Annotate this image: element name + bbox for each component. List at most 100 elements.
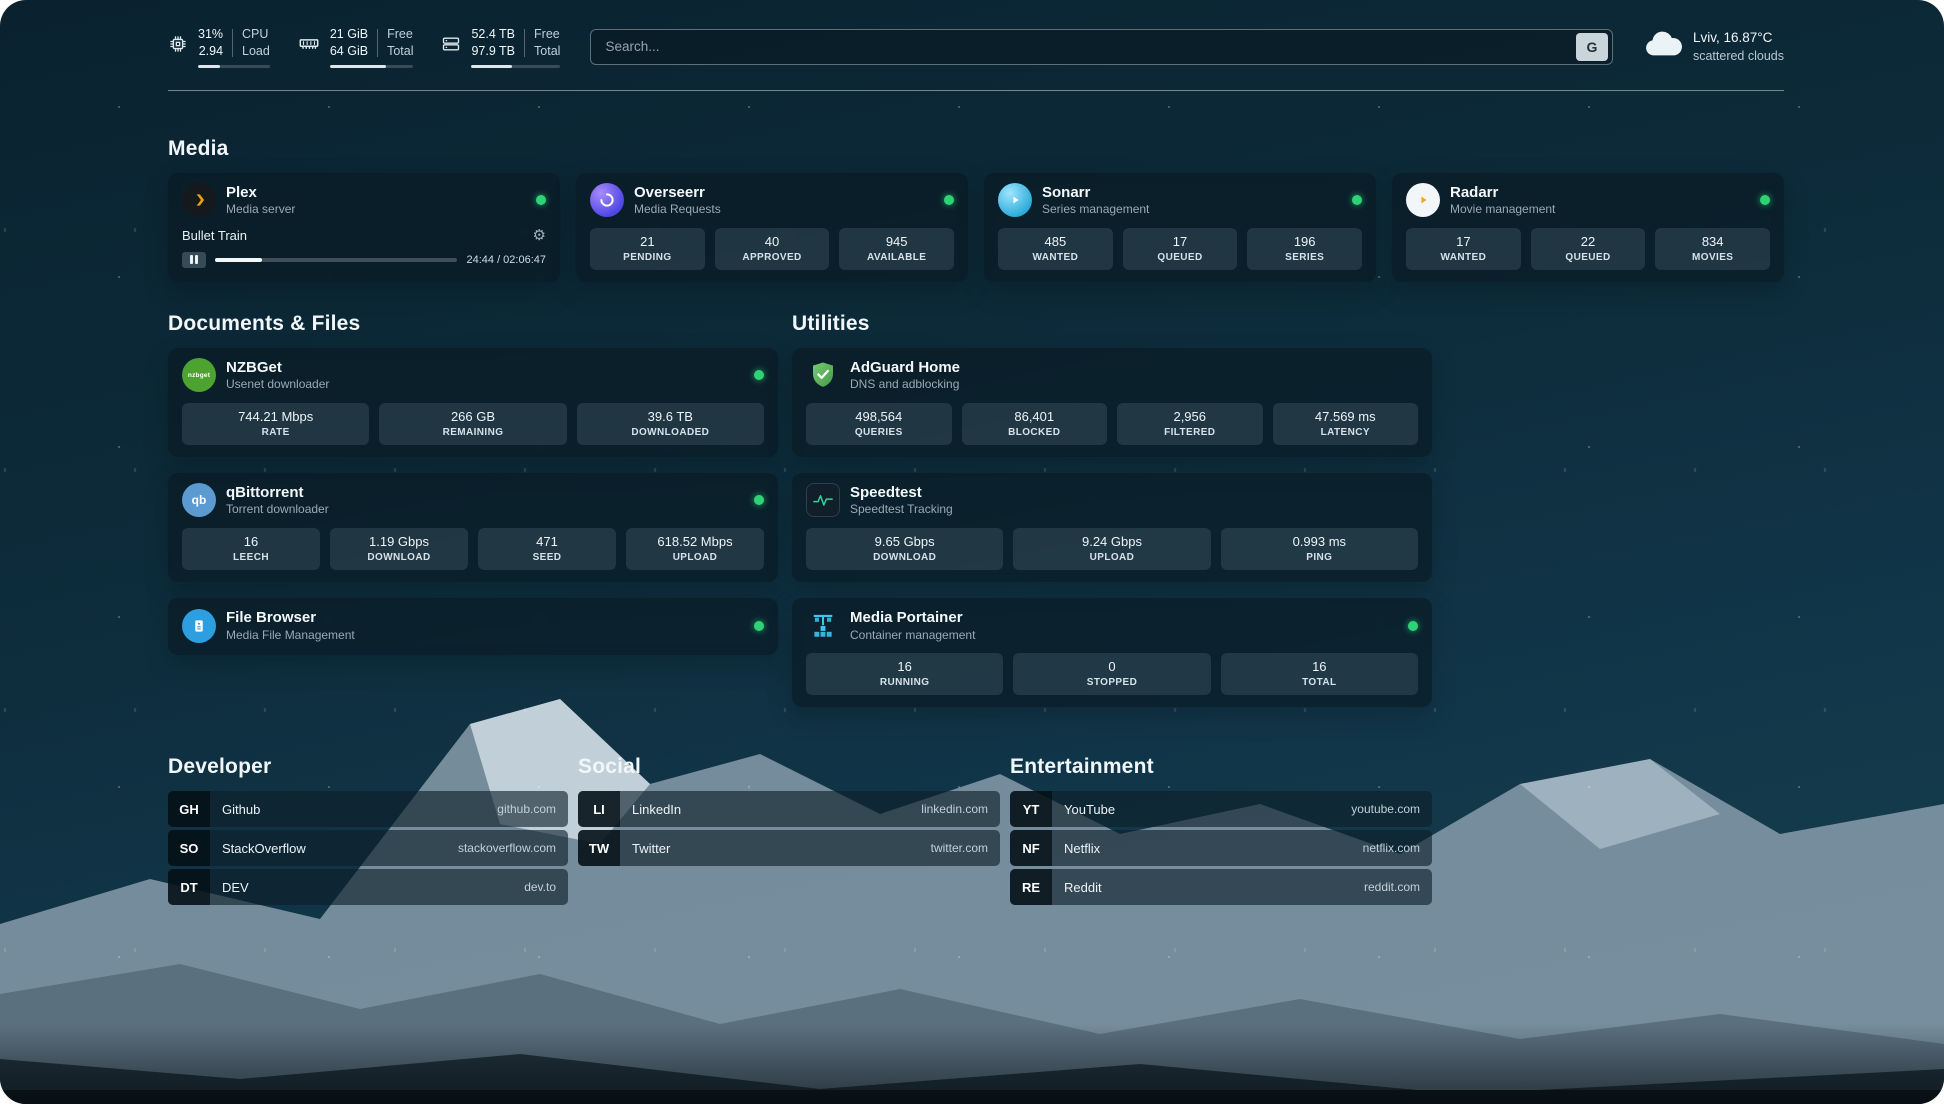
stat-label: UPLOAD [672, 552, 718, 564]
seek-bar[interactable] [215, 257, 458, 262]
stat-tile: 22 QUEUED [1530, 227, 1646, 270]
now-playing-title: Bullet Train [182, 227, 248, 243]
app-card-overseerr[interactable]: Overseerr Media Requests 21 PENDING 40 APP… [576, 172, 968, 282]
bookmark-name: Twitter [632, 840, 671, 856]
app-card-adguard-home[interactable]: AdGuard Home DNS and adblocking 498,564 Q… [792, 347, 1432, 457]
cpu-icon [168, 34, 188, 59]
storage-widget: 52.4 TB 97.9 TB Free Total [441, 26, 561, 68]
bookmark-group-developer: Developer GH Github github.com SO StackO… [168, 755, 568, 908]
stat-tile: 9.65 Gbps DOWNLOAD [806, 528, 1004, 571]
stat-label: PENDING [623, 251, 672, 263]
bookmark-url: youtube.com [1351, 802, 1420, 817]
stat-tile: 618.52 Mbps UPLOAD [626, 528, 764, 571]
stat-value: 2,956 [1173, 408, 1207, 424]
qbittorrent-icon: qb [182, 483, 216, 518]
bookmark-row-youtube[interactable]: YT YouTube youtube.com [1010, 791, 1432, 828]
section-title-documents: Documents & Files [168, 311, 361, 335]
stat-tile: 485 WANTED [998, 227, 1113, 270]
system-metrics: 31% 2.94 CPU Load [168, 26, 561, 68]
stat-tile: 2,956 FILTERED [1117, 402, 1263, 445]
stat-value: 16 [1312, 659, 1327, 675]
metric-divider [377, 28, 379, 57]
bookmark-row-netflix[interactable]: NF Netflix netflix.com [1010, 830, 1432, 867]
pause-button[interactable] [182, 251, 206, 268]
ram-icon [298, 33, 320, 60]
stat-value: 498,564 [855, 408, 903, 424]
app-card-filebrowser[interactable]: File Browser Media File Management [168, 598, 778, 656]
stat-value: 618.52 Mbps [657, 534, 733, 550]
bookmark-name: DEV [222, 879, 249, 895]
bookmark-row-dev[interactable]: DT DEV dev.to [168, 869, 568, 906]
weather-widget: Lviv, 16.87°C scattered clouds [1643, 29, 1784, 64]
bookmark-group-entertainment: Entertainment YT YouTube youtube.com NF … [1010, 755, 1432, 908]
stat-value: 0.993 ms [1292, 534, 1347, 550]
stat-label: SERIES [1285, 251, 1325, 263]
app-name: qBittorrent [226, 483, 304, 501]
app-card-nzbget[interactable]: nzbget NZBGet Usenet downloader 744.21 M… [168, 347, 778, 457]
cpu-load-label: Load [242, 43, 270, 58]
qbittorrent-logo-text: qb [191, 493, 207, 508]
bookmark-row-stackoverflow[interactable]: SO StackOverflow stackoverflow.com [168, 830, 568, 867]
stat-value: 21 [640, 233, 655, 249]
section-title-media: Media [168, 136, 229, 160]
bookmark-row-linkedin[interactable]: LI LinkedIn linkedin.com [578, 791, 1000, 828]
app-subtitle: Container management [850, 627, 976, 642]
bookmark-group-social: Social LI LinkedIn linkedin.com TW Twitt… [578, 755, 1000, 908]
section-utilities: Utilities Ad [792, 312, 1432, 708]
bookmark-row-reddit[interactable]: RE Reddit reddit.com [1010, 869, 1432, 906]
app-subtitle: Torrent downloader [226, 502, 329, 517]
cpu-usage-bar [198, 64, 270, 68]
nzbget-logo-text: nzbget [187, 371, 211, 379]
stat-value: 86,401 [1014, 408, 1055, 424]
stat-value: 39.6 TB [647, 408, 693, 424]
storage-free-value: 52.4 TB [471, 27, 516, 41]
stat-tile: 498,564 QUERIES [806, 402, 952, 445]
stat-value: 9.65 Gbps [874, 534, 935, 550]
gear-icon[interactable]: ⚙ [532, 226, 546, 244]
status-indicator [1760, 195, 1770, 206]
bookmark-name: Reddit [1064, 879, 1102, 895]
app-name: File Browser [226, 609, 317, 627]
stat-label: FILTERED [1164, 426, 1216, 438]
bookmark-name: Github [222, 801, 261, 817]
stat-tile: 47.569 ms LATENCY [1272, 402, 1418, 445]
memory-total-label: Total [387, 43, 414, 58]
app-name: Sonarr [1042, 183, 1091, 201]
app-card-sonarr[interactable]: Sonarr Series management 485 WANTED 17 QUE… [984, 172, 1376, 282]
bookmark-badge: GH [168, 791, 210, 828]
app-card-radarr[interactable]: Radarr Movie management 17 WANTED 22 QUEUE… [1392, 172, 1784, 282]
stat-label: UPLOAD [1089, 552, 1135, 564]
app-name: NZBGet [226, 358, 282, 376]
status-indicator [754, 495, 764, 506]
bookmark-row-github[interactable]: GH Github github.com [168, 791, 568, 828]
app-card-plex[interactable]: Plex Media server Bullet Train ⚙ 24:44 /… [168, 172, 560, 282]
app-name: Media Portainer [850, 609, 963, 627]
section-title-entertainment: Entertainment [1010, 755, 1154, 779]
section-documents-files: Documents & Files nzbget NZBGet Usenet d… [168, 312, 778, 707]
app-card-speedtest[interactable]: Speedtest Speedtest Tracking 9.65 Gbps DO… [792, 472, 1432, 583]
stat-value: 22 [1580, 233, 1596, 249]
speedtest-icon [806, 483, 840, 518]
bookmark-url: linkedin.com [921, 802, 988, 817]
stat-value: 1.19 Gbps [369, 534, 429, 550]
app-card-portainer[interactable]: Media Portainer Container management 16 R… [792, 598, 1432, 708]
stat-label: QUEUED [1157, 251, 1203, 263]
search-input[interactable] [603, 38, 1576, 56]
search-engine-button[interactable]: G [1575, 32, 1608, 61]
bookmark-badge: TW [578, 830, 620, 867]
bookmark-row-twitter[interactable]: TW Twitter twitter.com [578, 830, 1000, 867]
stat-label: BLOCKED [1008, 426, 1061, 438]
memory-free-label: Free [387, 27, 413, 41]
stat-label: WANTED [1440, 251, 1487, 263]
bookmark-name: YouTube [1064, 801, 1116, 817]
bookmark-name: StackOverflow [222, 840, 306, 856]
bookmark-badge: NF [1010, 830, 1052, 867]
stat-value: 945 [885, 233, 908, 249]
stat-tile: 16 LEECH [182, 528, 320, 571]
stat-value: 485 [1044, 233, 1067, 249]
stat-value: 0 [1108, 659, 1116, 675]
app-card-qbittorrent[interactable]: qb qBittorrent Torrent downloader 16 LEEC… [168, 472, 778, 583]
playback-time: 24:44 / 02:06:47 [466, 253, 546, 266]
bookmark-url: dev.to [524, 880, 556, 895]
